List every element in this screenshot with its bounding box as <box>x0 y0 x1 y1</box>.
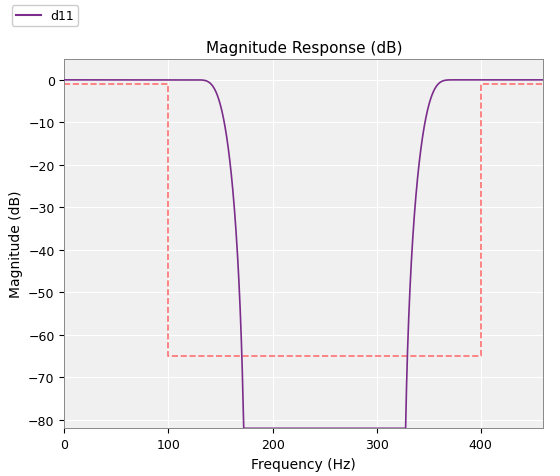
X-axis label: Frequency (Hz): Frequency (Hz) <box>251 456 356 471</box>
Y-axis label: Magnitude (dB): Magnitude (dB) <box>8 190 22 298</box>
Title: Magnitude Response (dB): Magnitude Response (dB) <box>206 40 402 56</box>
Legend: d11: d11 <box>12 6 78 27</box>
